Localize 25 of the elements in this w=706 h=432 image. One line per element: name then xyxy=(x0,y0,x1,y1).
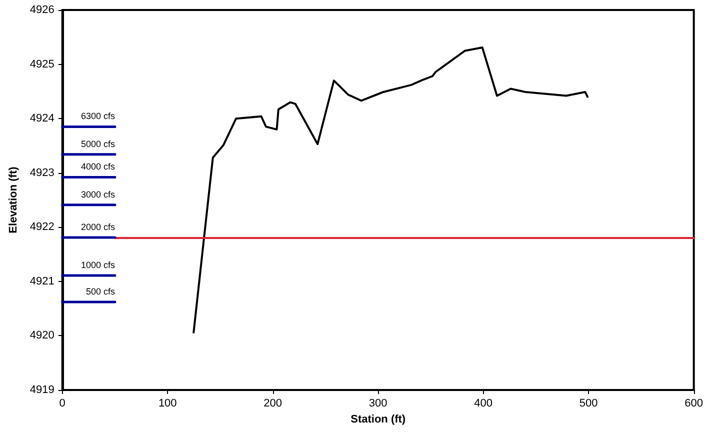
x-axis-title: Station (ft) xyxy=(350,414,406,426)
series-label: 5000 cfs xyxy=(80,138,116,149)
x-tick-label: 0 xyxy=(59,398,66,410)
y-tick-label: 4924 xyxy=(30,112,54,125)
y-tick-label: 4923 xyxy=(30,166,54,179)
x-tick-label: 600 xyxy=(684,398,704,410)
x-tick-label: 200 xyxy=(264,398,282,410)
series-label: 4000 cfs xyxy=(80,162,116,172)
y-tick-label: 4922 xyxy=(30,221,54,234)
x-tick-label: 400 xyxy=(474,398,493,410)
series-label: 500 cfs xyxy=(86,286,116,297)
y-axis-title: Elevation (ft) xyxy=(8,166,20,234)
y-tick-label: 4920 xyxy=(30,330,54,342)
y-tick-label: 4926 xyxy=(30,4,54,16)
series-label: 3000 cfs xyxy=(80,189,116,200)
series-label: 2000 cfs xyxy=(80,222,116,232)
y-tick-label: 4925 xyxy=(30,58,54,70)
line-series xyxy=(192,46,589,334)
series-label: 1000 cfs xyxy=(80,260,116,270)
x-tick-label: 500 xyxy=(579,398,598,410)
y-tick-label: 4919 xyxy=(30,384,54,396)
x-tick-label: 300 xyxy=(368,398,388,410)
x-tick-label: 100 xyxy=(158,398,177,410)
series-label: 6300 cfs xyxy=(80,111,116,122)
y-tick-label: 4921 xyxy=(30,275,54,288)
